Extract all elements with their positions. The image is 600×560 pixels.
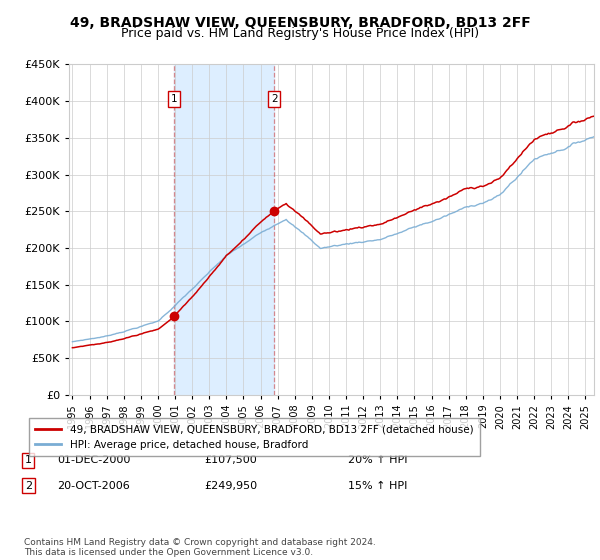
Text: 2: 2: [25, 480, 32, 491]
Text: £107,500: £107,500: [204, 455, 257, 465]
Text: 1: 1: [170, 94, 177, 104]
Text: 49, BRADSHAW VIEW, QUEENSBURY, BRADFORD, BD13 2FF: 49, BRADSHAW VIEW, QUEENSBURY, BRADFORD,…: [70, 16, 530, 30]
Text: 20% ↑ HPI: 20% ↑ HPI: [348, 455, 407, 465]
Bar: [173, 64, 274, 395]
Text: 2: 2: [271, 94, 278, 104]
Text: 01-DEC-2000: 01-DEC-2000: [57, 455, 130, 465]
Text: £249,950: £249,950: [204, 480, 257, 491]
Text: 1: 1: [25, 455, 32, 465]
Text: 15% ↑ HPI: 15% ↑ HPI: [348, 480, 407, 491]
Text: Contains HM Land Registry data © Crown copyright and database right 2024.
This d: Contains HM Land Registry data © Crown c…: [24, 538, 376, 557]
Legend: 49, BRADSHAW VIEW, QUEENSBURY, BRADFORD, BD13 2FF (detached house), HPI: Average: 49, BRADSHAW VIEW, QUEENSBURY, BRADFORD,…: [29, 418, 480, 456]
Text: 20-OCT-2006: 20-OCT-2006: [57, 480, 130, 491]
Text: Price paid vs. HM Land Registry's House Price Index (HPI): Price paid vs. HM Land Registry's House …: [121, 27, 479, 40]
